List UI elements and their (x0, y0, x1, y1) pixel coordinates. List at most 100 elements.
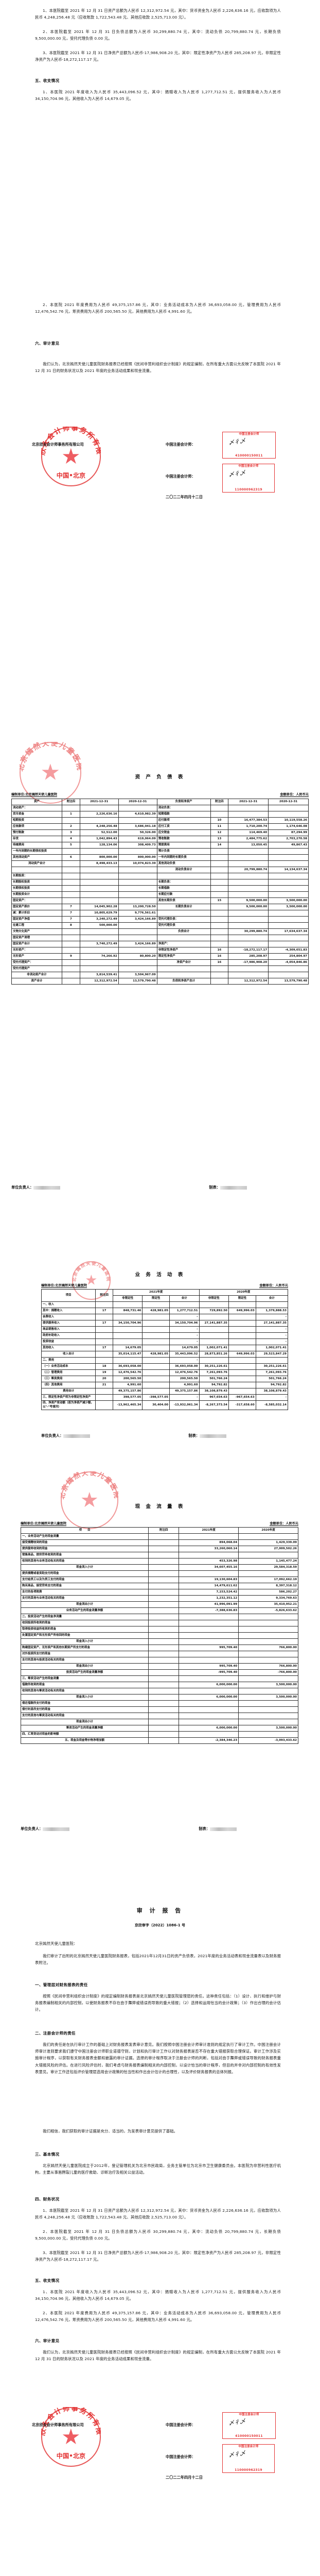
bs-liab-2020 (268, 972, 309, 978)
balance-sheet-meta: 编制单位:北京嫣然天使儿童医院 金额单位：人民币元 (11, 792, 309, 797)
bs-asset-label: 固定资产： (11, 897, 63, 904)
as-r1 (142, 1301, 170, 1308)
as-t0: - (255, 1326, 289, 1333)
svg-text:北京欣永会计师事务所有限公司: 北京欣永会计师事务所有限公司 (41, 427, 101, 456)
as-r1: -398,577.05 (142, 1394, 170, 1401)
bs-liab-2020: 1,174,646.08 (268, 823, 309, 830)
cf-item: 偿还借款所支付的现金 (21, 1700, 149, 1707)
cf-item: 取得投资收益所收到的现金 (21, 1626, 149, 1633)
table-row: 现金流出小计 995,709.40 766,800.00 (21, 1663, 298, 1670)
as-note: 17 (95, 1345, 113, 1351)
bs-liab-label: 预收账款 (156, 836, 211, 842)
as-col-total-2: 合计 (255, 1295, 289, 1302)
cf-2020 (238, 1626, 298, 1633)
bs-header-2: 2021-12-31 (79, 799, 119, 805)
bs-liab-label: 负债和净资产总计 (156, 978, 211, 985)
bs-asset-2021 (79, 928, 119, 935)
bs-asset-label: 长期投资： (11, 873, 63, 879)
cf-note (148, 1539, 180, 1546)
cf-2020 (238, 1638, 298, 1645)
hospital-seal-activity: ★ 北京嫣然天使儿童医院 (72, 1261, 111, 1300)
bs-asset-label: 受托代理资产 (11, 965, 63, 972)
bs-liab-2020: 3,500,000.00 (268, 904, 309, 910)
redaction-bar (33, 1185, 61, 1190)
bs-asset-note (62, 947, 80, 954)
table-row: （三）筹资费用 20 200,565.50 200,565.50 501,766.24 5… (41, 1376, 289, 1382)
table-row: 取得投资收益所收到的现金 (21, 1626, 298, 1633)
table-row: 其他收入 17 14,679.05 14,679.05 1,002,071.41 1,00… (41, 1345, 289, 1351)
svg-text:北京嫣然天使儿童医院: 北京嫣然天使儿童医院 (20, 742, 81, 772)
bs-asset-label: 资产合计 (11, 978, 63, 985)
bs-liab-note: 13 (210, 836, 229, 842)
signature-date-2: 二〇二二年四月十二日 (166, 2475, 203, 2480)
table-row: 受托代理资产： 净资产合计 16 -17,986,908.20 -4,054,846.8… (11, 959, 309, 966)
bs-liab-2020 (268, 848, 309, 855)
bs-asset-note (62, 860, 80, 867)
cf-2021 (179, 1719, 239, 1725)
as-u0 (199, 1332, 229, 1339)
bs-asset-2020: 50,326.00 (118, 829, 157, 836)
bs-liab-2020: 2,703,270.58 (268, 836, 309, 842)
bs-liab-2020 (268, 922, 309, 929)
bs-liab-label: 长期应付款 (156, 891, 211, 898)
audit-section-6-title: 六、审计意见 (35, 2338, 60, 2343)
svg-text:北京嫣然天使儿童医院: 北京嫣然天使儿童医院 (72, 1261, 111, 1282)
assets-summary-paragraph: 1、本医院截至 2021 年 12 月 31 日资产总额为人民币 12,312,… (35, 8, 281, 20)
table-row: 购买商品、接受劳务支付的现金 14,479,611.62 8,397,318.12 (21, 1583, 298, 1589)
cf-col-item: 项 目 (21, 1527, 149, 1534)
bs-liab-2021: 20,799,880.74 (228, 867, 269, 873)
bs-asset-2021: 2,226,636.16 (79, 811, 119, 818)
bs-liab-label: 应付工资 (156, 823, 211, 830)
cf-2021: 995,709.40 (179, 1663, 239, 1670)
as-col-note: 附注四 (95, 1289, 113, 1302)
bs-liab-label: 其他流动负债 (156, 860, 211, 867)
bs-asset-label: 流动资产： (11, 805, 63, 811)
as-note (95, 1326, 113, 1333)
cf-2021 (179, 1638, 239, 1645)
cf-item: 三、筹资活动产生的现金流量 (21, 1675, 149, 1682)
table-row: 现金流入小计 6,000,000.00 3,500,000.00 (21, 1694, 298, 1701)
as-u0: -8,267,373.54 (199, 1400, 229, 1410)
unit-head-field: 单位负责人： (21, 1826, 70, 1832)
cf-note (148, 1595, 180, 1602)
activity-statement-footer: 单位负责人： 制表： (41, 1433, 288, 1438)
as-r1 (142, 1338, 170, 1345)
cf-item: 借款所收到的现金 (21, 1682, 149, 1688)
bs-asset-label: 无形资产 (11, 953, 63, 960)
section-6-title: 六、审计意见 (35, 341, 60, 346)
cf-2021 (179, 1688, 239, 1694)
as-r0 (228, 1345, 256, 1351)
cf-item: 接受捐赠收到的现金 (21, 1539, 149, 1546)
cf-2021 (179, 1657, 239, 1664)
as-u0: 967,654.63 (199, 1394, 229, 1401)
bs-asset-2021: 1,042,894.43 (79, 836, 119, 842)
bs-liab-2020 (268, 811, 309, 818)
prepared-by-label: 编制单位:北京嫣然天使儿童医院 (41, 1284, 87, 1288)
cf-2020 (238, 1620, 298, 1626)
bs-asset-2020 (118, 947, 157, 954)
bs-liab-label: 净资产： (156, 941, 211, 947)
as-item: （四）其他费用 (41, 1382, 96, 1388)
cf-2021: 6,000,000.00 (179, 1725, 239, 1732)
as-r0 (228, 1301, 256, 1308)
cf-col-2020: 2020年度 (238, 1527, 298, 1534)
bs-asset-note (62, 972, 80, 978)
table-row: 固定资产： 其他长期负债 15 9,500,000.00 3,500,000.00 (11, 897, 309, 904)
cf-item: 支付的各项税费 (21, 1589, 149, 1596)
bs-asset-2020: 3,504,967.09 (118, 972, 157, 978)
as-u1: 4,991.60 (112, 1382, 143, 1388)
bs-liab-2020 (268, 879, 309, 886)
cf-2020: 9,334,769.63 (238, 1595, 298, 1602)
table-row: （二）管理费用 19 12,476,542.76 12,476,542.76 7,261… (41, 1369, 289, 1376)
cf-item: 提供捐赠或者资助支付的现金 (21, 1570, 149, 1577)
bs-liab-2020 (268, 885, 309, 892)
cf-2020: -3,093,433.62 (238, 1737, 298, 1744)
activity-statement-title: 业 务 活 动 表 (135, 1272, 185, 1278)
as-note (95, 1394, 113, 1401)
cf-item: 现金流出小计 (21, 1719, 149, 1725)
as-col-restricted: 限定性 (142, 1295, 170, 1302)
as-item: 四、净资产变动额（若为净资产减少额，以"-"号填列） (41, 1400, 96, 1410)
as-r0 (228, 1363, 256, 1370)
bs-liab-2021 (228, 805, 269, 811)
cf-item: 收回投资所收到的现金 (21, 1620, 149, 1626)
